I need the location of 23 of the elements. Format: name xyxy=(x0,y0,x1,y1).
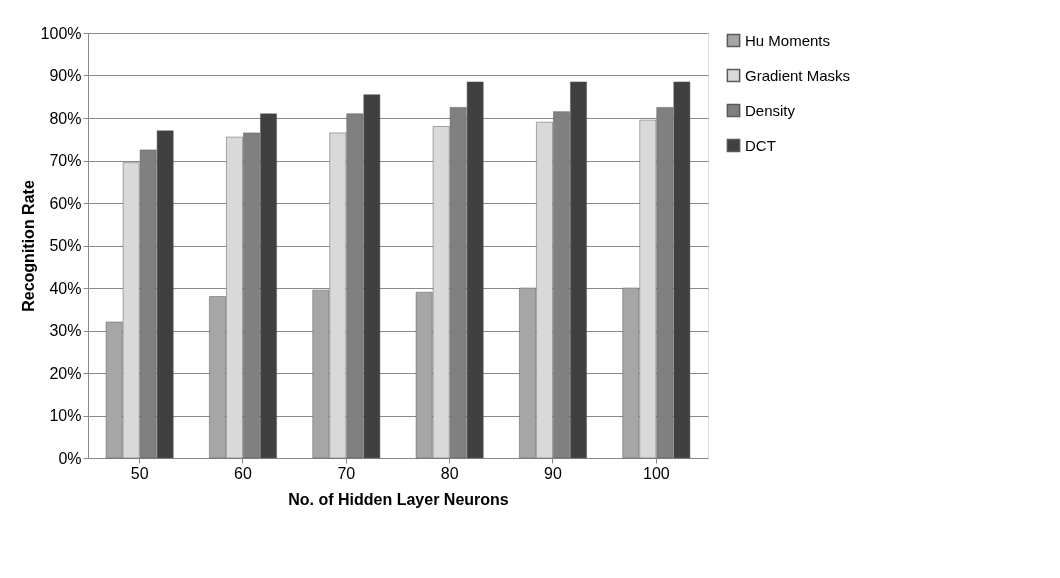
x-tick-label: 50 xyxy=(130,464,149,482)
x-tick-label: 100 xyxy=(642,464,670,482)
y-tick-label: 20% xyxy=(49,364,82,382)
y-tick-label: 50% xyxy=(49,237,82,254)
legend-label: DCT xyxy=(745,136,776,154)
x-tick-label: 70 xyxy=(337,464,356,482)
y-tick-label: 40% xyxy=(49,279,82,297)
y-tick-label: 10% xyxy=(49,407,82,424)
legend-label: Density xyxy=(745,101,796,119)
y-tick-label: 100% xyxy=(40,24,82,42)
y-tick-label: 60% xyxy=(49,194,82,212)
x-tick-label: 60 xyxy=(234,464,252,482)
y-tick-label: 90% xyxy=(49,67,82,84)
y-tick-label: 70% xyxy=(49,152,82,169)
y-tick-label: 0% xyxy=(58,449,82,467)
legend-label: Gradient Masks xyxy=(745,66,851,84)
legend-label: Hu Moments xyxy=(745,31,831,49)
x-axis-title: No. of Hidden Layer Neurons xyxy=(288,490,509,508)
y-tick-label: 30% xyxy=(49,322,82,339)
x-tick-label: 80 xyxy=(440,464,459,482)
y-tick-label: 80% xyxy=(49,109,82,127)
x-tick-label: 90 xyxy=(544,464,562,482)
y-axis-title: Recognition Rate xyxy=(19,180,37,312)
